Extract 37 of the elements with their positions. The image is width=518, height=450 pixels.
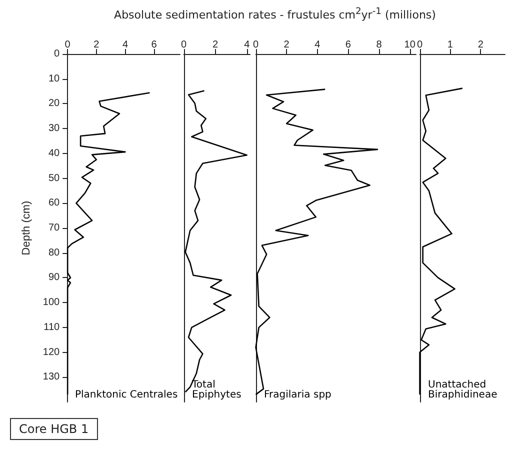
series-label: Planktonic Centrales bbox=[75, 390, 178, 400]
series-label: Total Epiphytes bbox=[191, 380, 242, 400]
x-tick-label: 2 bbox=[94, 40, 100, 50]
x-tick-label: 1 bbox=[447, 40, 454, 50]
x-tick-label: 4 bbox=[314, 40, 321, 50]
y-tick-label: 50 bbox=[48, 172, 60, 184]
y-tick-label: 70 bbox=[48, 222, 60, 234]
text: Absolute sedimentation rates - frustules cm$^{2}$yr$^{-1}$ (millions) bbox=[113, 6, 437, 22]
y-axis-title: Depth (cm) bbox=[20, 200, 32, 256]
x-tick-label: 2 bbox=[212, 40, 219, 50]
y-tick-label: 20 bbox=[48, 98, 60, 110]
y-tick-label: 90 bbox=[48, 272, 60, 284]
y-tick-label: 130 bbox=[42, 372, 60, 383]
y-tick-label: 100 bbox=[42, 297, 60, 308]
x-tick-label: 8 bbox=[376, 40, 382, 50]
x-tick-label: 10 bbox=[404, 40, 416, 50]
y-tick-label: 0 bbox=[54, 48, 60, 60]
x-tick-label: 0 bbox=[181, 40, 187, 50]
y-tick-label: 120 bbox=[42, 346, 60, 358]
y-tick-label: 10 bbox=[48, 73, 60, 84]
x-tick-label: 2 bbox=[284, 40, 290, 50]
text: Core HGB 1 bbox=[10, 418, 98, 440]
y-tick-label: 80 bbox=[48, 247, 60, 258]
series-label: Fragilaria spp bbox=[264, 390, 332, 400]
x-tick-label: 0 bbox=[253, 40, 259, 50]
x-tick-label: 4 bbox=[122, 40, 128, 50]
y-tick-label: 30 bbox=[48, 123, 60, 134]
series-label: Unattached Biraphidineae bbox=[428, 380, 498, 400]
y-tick-label: 110 bbox=[44, 322, 60, 333]
x-tick-label: 4 bbox=[244, 40, 250, 50]
x-tick-label: 2 bbox=[478, 40, 484, 50]
y-tick-label: 40 bbox=[48, 148, 60, 159]
x-tick-label: 0 bbox=[417, 40, 423, 50]
x-tick-label: 6 bbox=[151, 40, 158, 50]
y-tick-label: 60 bbox=[48, 198, 60, 209]
x-tick-label: 0 bbox=[64, 40, 71, 50]
x-tick-label: 6 bbox=[345, 40, 352, 50]
